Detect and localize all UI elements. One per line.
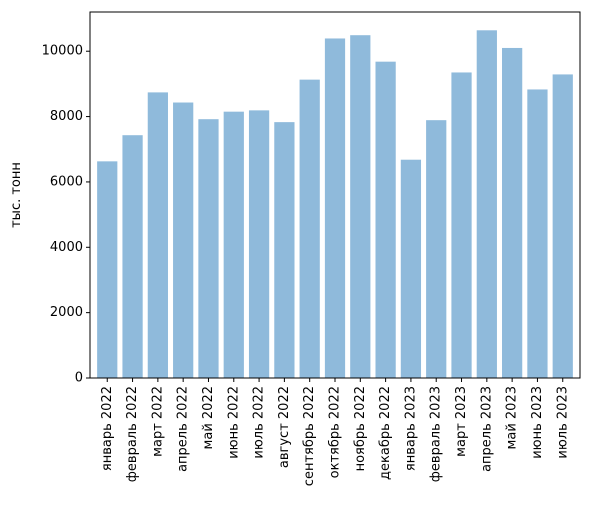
y-tick-label: 8000: [50, 109, 83, 124]
y-axis: 0 2000 4000 6000 8000 10000: [42, 44, 90, 386]
y-tick-label: 10000: [42, 44, 83, 59]
y-tick-label: 6000: [50, 174, 83, 189]
x-tick-label: апрель 2022: [176, 386, 191, 472]
bar: [299, 79, 320, 378]
bar: [426, 120, 447, 379]
bar: [173, 102, 194, 379]
bar: [350, 35, 371, 378]
bar: [147, 92, 168, 378]
y-tick-label: 4000: [50, 240, 83, 255]
x-tick-label: декабрь 2022: [378, 386, 393, 480]
x-tick-label: май 2022: [201, 386, 216, 449]
x-tick-label: ноябрь 2022: [353, 386, 368, 471]
bar: [502, 47, 523, 378]
x-tick-label: август 2022: [277, 386, 292, 468]
bar: [248, 110, 270, 379]
x-axis: январь 2022 февраль 2022 март 2022 апрель 2…: [100, 378, 570, 486]
x-tick-label: март 2023: [454, 386, 469, 457]
bar: [552, 74, 573, 379]
x-tick-label: февраль 2022: [125, 386, 140, 482]
bar: [223, 111, 244, 379]
bar: [527, 89, 548, 378]
x-tick-label: июль 2022: [252, 386, 267, 459]
bar: [375, 61, 396, 379]
bar: [400, 159, 422, 378]
x-tick-label: январь 2023: [403, 386, 418, 471]
bar: [198, 119, 219, 378]
bars-layer: [97, 30, 573, 379]
bar: [274, 122, 295, 378]
x-tick-label: апрель 2023: [479, 386, 494, 472]
x-tick-label: июль 2023: [555, 386, 570, 459]
x-tick-label: сентябрь 2022: [302, 386, 317, 486]
x-tick-label: март 2022: [150, 386, 165, 457]
x-tick-label: февраль 2023: [429, 386, 444, 482]
y-tick-label: 0: [75, 371, 83, 386]
y-axis-label: тыс. тонн: [9, 162, 24, 228]
bar: [476, 30, 497, 379]
x-tick-label: июнь 2022: [226, 386, 241, 459]
x-tick-label: май 2023: [505, 386, 520, 449]
bar: [451, 72, 472, 379]
x-tick-label: январь 2022: [100, 386, 115, 471]
x-tick-label: июнь 2023: [530, 386, 545, 459]
bar: [122, 135, 143, 378]
bar: [97, 161, 118, 378]
x-tick-label: октябрь 2022: [328, 386, 343, 478]
y-tick-label: 2000: [50, 305, 83, 320]
bar: [324, 38, 346, 378]
